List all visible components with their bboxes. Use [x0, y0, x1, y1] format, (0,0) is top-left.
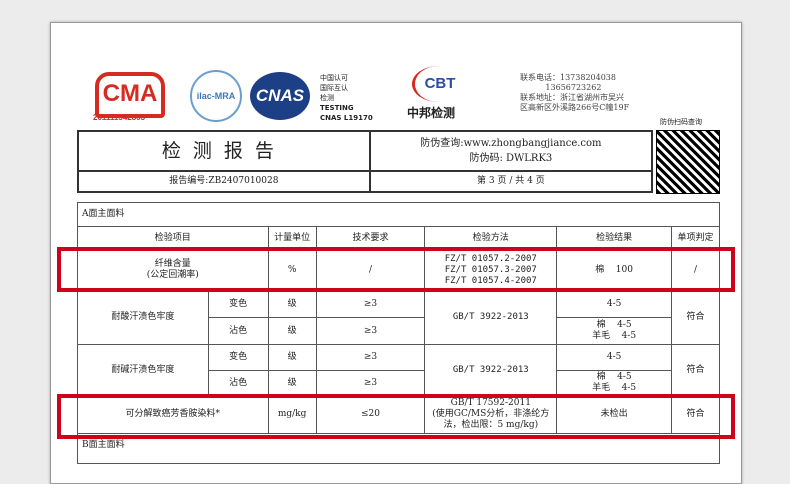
cbt-logo: CBT: [412, 66, 465, 102]
qr-label: 防伪扫码查询: [660, 118, 702, 126]
report-title: 检测报告: [77, 130, 371, 172]
fiber-result: 棉 100: [556, 249, 673, 291]
acid-sub-change: 变色: [207, 290, 269, 318]
acid-sub-stain: 沾色: [207, 317, 269, 345]
qr-code[interactable]: [656, 130, 720, 194]
acid-unit: 级: [267, 317, 317, 345]
header-result: 检验结果: [556, 226, 673, 250]
result-line: 羊毛 4-5: [592, 331, 637, 341]
alkali-method: GB/T 3922-2013: [424, 344, 558, 396]
report-number: 报告编号:ZB2407010028: [77, 170, 371, 193]
table-row-alkali: 耐碱汗渍色牢度 变色 级 ≥3 GB/T 3922-2013 4-5 符合: [77, 344, 720, 396]
cma-number: 201111342803: [93, 113, 146, 122]
alkali-item: 耐碱汗渍色牢度: [77, 344, 209, 396]
alkali-unit: 级: [267, 370, 317, 396]
contact-info: 联系电话：13738204038 13656723262 联系地址：浙江省湖州市…: [520, 73, 630, 112]
result-line: 羊毛 4-5: [592, 383, 637, 393]
fiber-item-name: 纤维含量: [154, 259, 191, 269]
cnas-line: CNAS L19170: [320, 114, 373, 122]
method-line: FZ/T 01057.2-2007: [444, 253, 537, 264]
header-unit: 计量单位: [267, 226, 317, 250]
cnas-line: 检测: [320, 94, 334, 102]
alkali-sub-change: 变色: [207, 344, 269, 371]
ilac-mra-logo: ilac-MRA: [190, 70, 242, 122]
highlight-box-azo: [57, 394, 735, 439]
company-name: 中邦检测: [407, 106, 456, 120]
header-method: 检验方法: [424, 226, 558, 250]
acid-verdict: 符合: [671, 290, 720, 345]
acid-requirement: ≥3: [315, 317, 426, 345]
method-line: GB/T 17592-2011: [450, 398, 531, 408]
fiber-unit: %: [267, 249, 317, 291]
acid-requirement: ≥3: [315, 290, 426, 318]
alkali-verdict: 符合: [671, 344, 720, 396]
header-requirement: 技术要求: [315, 226, 426, 250]
azo-item: 可分解致癌芳香胺染料*: [77, 395, 269, 434]
anti-fake-cell: 防伪查询:www.zhongbangjiance.com 防伪码: DWLRK3: [368, 130, 654, 172]
alkali-unit: 级: [267, 344, 317, 371]
cma-logo: CMA: [95, 72, 165, 118]
method-line: FZ/T 01057.4-2007: [444, 275, 537, 286]
page-indicator: 第 3 页 / 共 4 页: [368, 170, 654, 193]
anti-fake-query[interactable]: 防伪查询:www.zhongbangjiance.com: [420, 138, 602, 149]
method-line: FZ/T 01057.3-2007: [444, 264, 537, 275]
cnas-accreditation-text: 中国认可 国际互认 检测 TESTING CNAS L19170: [320, 73, 373, 123]
highlight-box-fiber: [57, 247, 735, 292]
alkali-result-stain: 棉 4-5 羊毛 4-5: [556, 370, 673, 396]
cnas-line: TESTING: [320, 104, 354, 112]
result-line: 棉 4-5: [596, 372, 632, 382]
acid-result-stain: 棉 4-5 羊毛 4-5: [556, 317, 673, 345]
cnas-line: 国际互认: [320, 84, 348, 92]
acid-item: 耐酸汗渍色牢度: [77, 290, 209, 345]
acid-unit: 级: [267, 290, 317, 318]
table-row-acid-stain: 沾色 级 ≥3 棉 4-5 羊毛 4-5: [78, 317, 720, 345]
result-line: 棉 4-5: [596, 320, 632, 330]
anti-fake-code: 防伪码: DWLRK3: [469, 153, 553, 164]
report-header-table: 检测报告 防伪查询:www.zhongbangjiance.com 防伪码: DW…: [77, 130, 654, 193]
results-table: A面主面料 检验项目 计量单位 技术要求 检验方法 检验结果 单项判定 纤维含量…: [77, 202, 720, 464]
method-line: (使用GC/MS分析，非涤纶方: [432, 409, 550, 419]
alkali-sub-stain: 沾色: [207, 370, 269, 396]
acid-method: GB/T 3922-2013: [424, 290, 558, 345]
alkali-requirement: ≥3: [315, 370, 426, 396]
cnas-logo: CNAS: [250, 72, 310, 120]
table-row-acid: 耐酸汗渍色牢度 变色 级 ≥3 GB/T 3922-2013 4-5 符合: [77, 290, 720, 345]
header-verdict: 单项判定: [671, 226, 720, 250]
cnas-line: 中国认可: [320, 74, 348, 82]
fiber-item-sub: (公定回潮率): [146, 270, 199, 280]
alkali-result-change: 4-5: [556, 344, 673, 371]
alkali-requirement: ≥3: [315, 344, 426, 371]
method-line: 法，检出限：5 mg/kg): [443, 420, 539, 430]
section-a-label: A面主面料: [77, 202, 720, 227]
table-row-azo: 可分解致癌芳香胺染料* mg/kg ≤20 GB/T 17592-2011 (使用…: [77, 395, 720, 434]
acid-result-change: 4-5: [556, 290, 673, 318]
